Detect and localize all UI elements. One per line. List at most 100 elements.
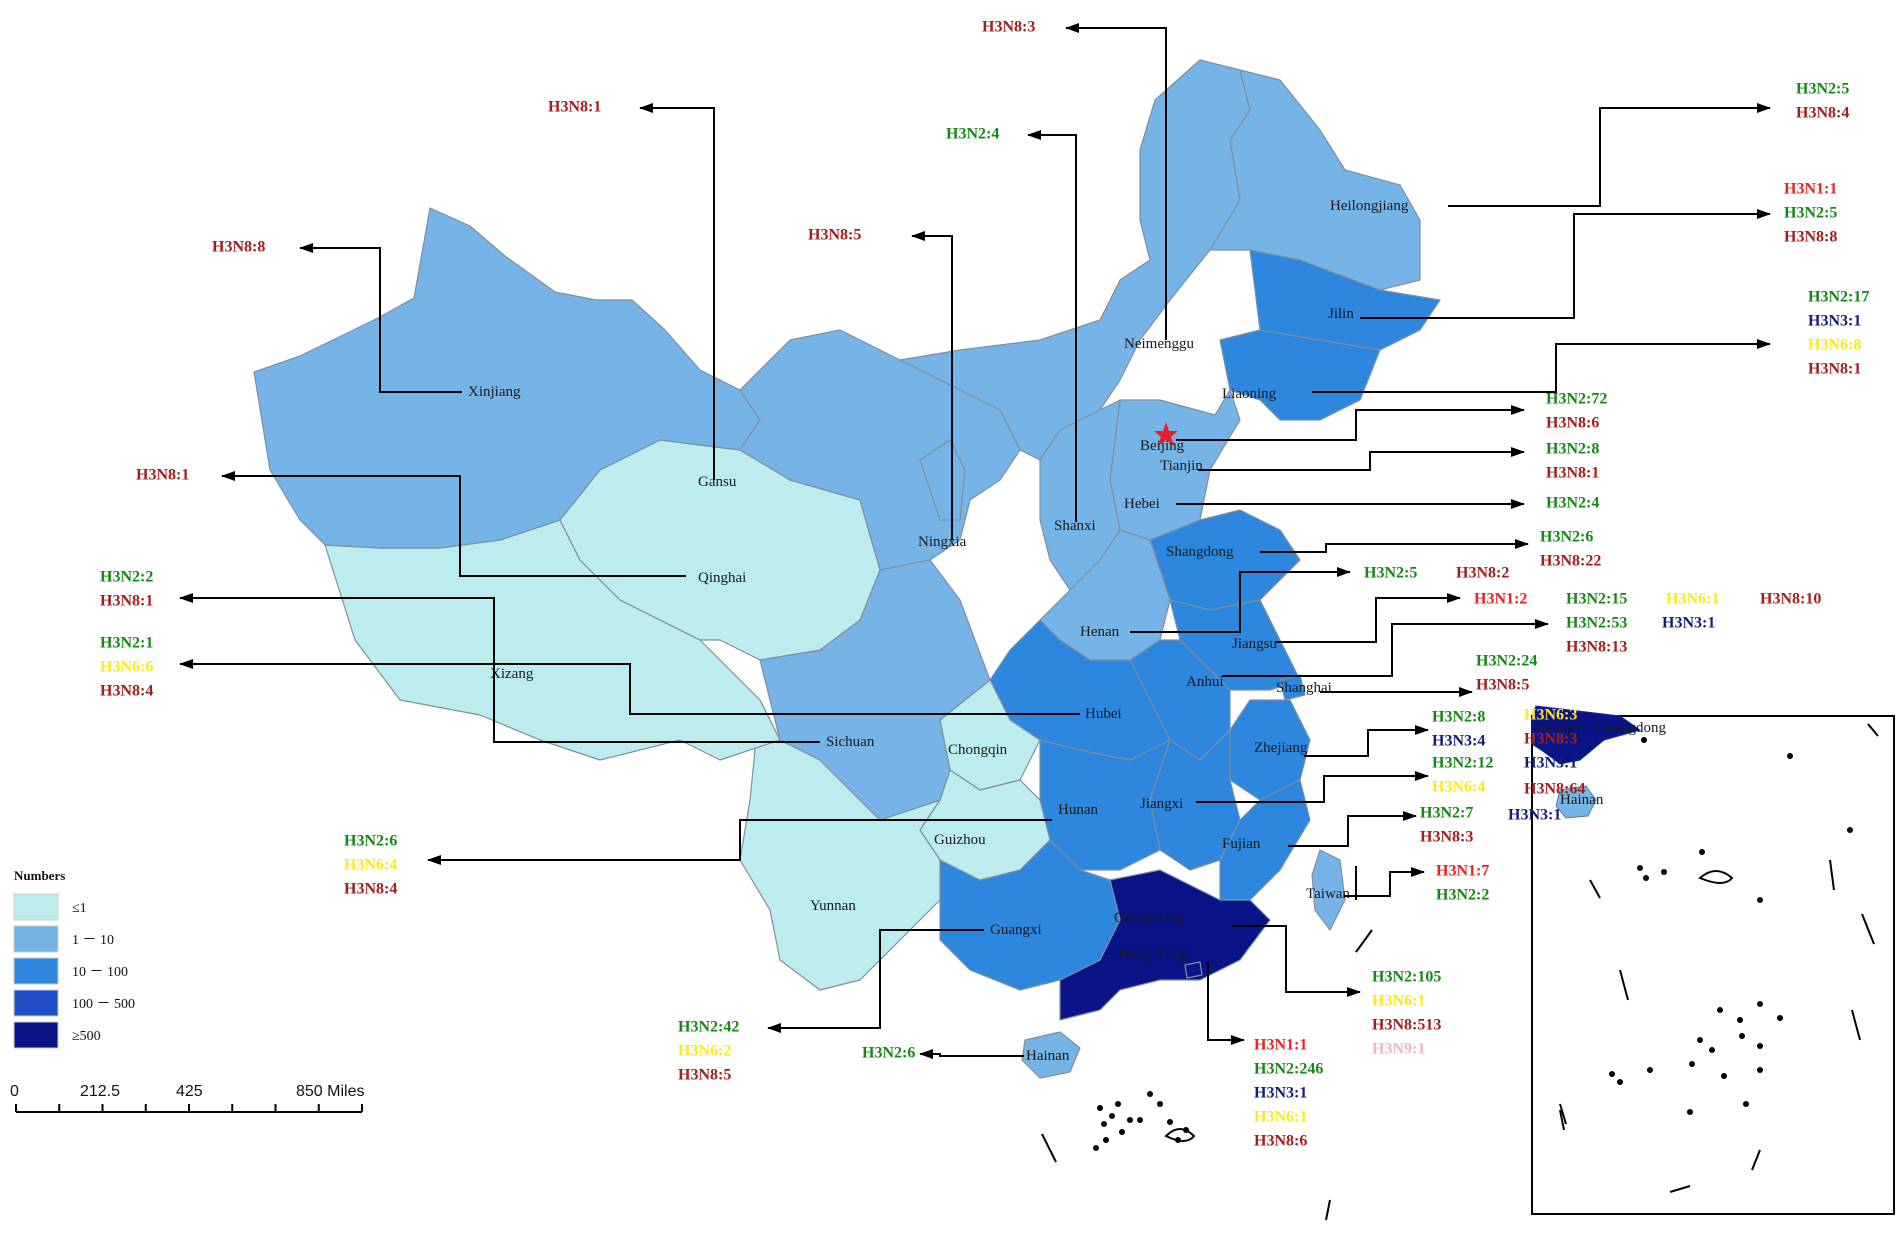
legend-label: ≥500	[72, 1029, 101, 1044]
subtype-label-zhejiang: H3N3:4	[1432, 733, 1485, 750]
scale-label: 212.5	[80, 1083, 120, 1100]
subtype-label-hong-kong: H3N2:246	[1254, 1061, 1323, 1078]
subtype-label-jiangxi: H3N6:4	[1432, 779, 1485, 796]
subtype-label-hong-kong: H3N8:6	[1254, 1133, 1307, 1150]
subtype-label-anhui: H3N2:53	[1566, 615, 1627, 632]
inset-island	[1609, 1071, 1615, 1077]
island-dot	[1119, 1129, 1125, 1135]
inset-dash	[1861, 913, 1875, 945]
leader-line-shanxi	[1027, 130, 1077, 522]
region-fujian	[1219, 779, 1311, 901]
legend-swatch	[13, 957, 59, 985]
inset-dash	[1867, 723, 1879, 737]
leader-line-neimenggu	[1065, 23, 1167, 340]
region-zhejiang	[1229, 699, 1311, 801]
region-taiwan	[1311, 849, 1346, 931]
inset-island	[1643, 875, 1649, 881]
subtype-label-hebei: H3N2:4	[1546, 495, 1599, 512]
subtype-label-sichuan: H3N2:2	[100, 569, 153, 586]
subtype-label-zhejiang: H3N2:8	[1432, 709, 1485, 726]
inset-island	[1697, 1037, 1703, 1043]
subtype-label-guangdong: H3N2:105	[1372, 969, 1441, 986]
island-dot	[1167, 1119, 1173, 1125]
province-label-xinjiang: Xinjiang	[468, 384, 521, 400]
subtype-label-anhui: H3N3:1	[1662, 615, 1715, 632]
subtype-label-shangdong: H3N2:6	[1540, 529, 1593, 546]
island-dot	[1109, 1113, 1115, 1119]
subtype-label-guangdong: H3N9:1	[1372, 1041, 1425, 1058]
leader-line-guangdong	[1232, 925, 1361, 997]
subtype-label-taiwan: H3N1:7	[1436, 863, 1489, 880]
scale-label: 850 Miles	[296, 1083, 364, 1100]
inset-island	[1757, 1043, 1763, 1049]
leader-line-beijing	[1176, 405, 1525, 441]
province-label-taiwan: Taiwan	[1306, 886, 1350, 902]
province-label-xizang: Xizang	[490, 666, 534, 682]
capital-star-icon	[1154, 422, 1178, 446]
leader-line-qinghai	[221, 471, 686, 577]
subtype-label-guangxi: H3N6:2	[678, 1043, 731, 1060]
island-dot	[1157, 1101, 1163, 1107]
inset-dash	[1851, 1009, 1861, 1041]
legend-swatch	[13, 925, 59, 953]
subtype-label-heilongjiang: H3N8:4	[1796, 105, 1849, 122]
subtype-label-tianjin: H3N2:8	[1546, 441, 1599, 458]
leader-line-jiangsu	[1276, 593, 1461, 643]
subtype-label-ningxia: H3N8:5	[808, 227, 861, 244]
inset-subtype-label: H3N8:64	[1524, 781, 1585, 798]
leader-line-gansu	[639, 103, 715, 480]
legend-swatch	[13, 989, 59, 1017]
island-dot	[1103, 1137, 1109, 1143]
subtype-label-jilin: H3N8:8	[1784, 229, 1837, 246]
leader-line-hubei	[179, 659, 1080, 715]
map-legend: Numbers ≤1 1 － 10 10 － 100 100 － 500 ≥500	[13, 868, 135, 1049]
island-dot	[1093, 1145, 1099, 1151]
inset-island	[1757, 1067, 1763, 1073]
leader-line-tianjin	[1198, 447, 1525, 471]
inset-guangdong	[1531, 705, 1642, 765]
province-label-hunan: Hunan	[1058, 802, 1098, 818]
province-label-zhejiang: Zhejiang	[1254, 740, 1308, 756]
subtype-label-hunan: H3N8:4	[344, 881, 397, 898]
inset-island	[1721, 1073, 1727, 1079]
inset-island	[1787, 753, 1793, 759]
legend-swatch	[13, 893, 59, 921]
leader-line-ningxia	[911, 231, 953, 540]
island-dash	[1355, 929, 1373, 953]
subtype-label-guangdong: H3N6:1	[1372, 993, 1425, 1010]
south-sea-inset: Guangxi Guangdong Hainan H3N6:3 H3N8:3 H3N3:1…	[1508, 705, 1895, 1215]
province-label-tianjin: Tianjin	[1160, 458, 1203, 474]
leader-line-jiangxi	[1196, 771, 1429, 803]
province-label-neimenggu: Neimenggu	[1124, 336, 1194, 352]
subtype-label-neimenggu: H3N8:3	[982, 19, 1035, 36]
leader-line-hong-kong	[1207, 962, 1245, 1045]
subtype-label-shanghai: H3N8:5	[1476, 677, 1529, 694]
inset-hainan	[1555, 785, 1597, 819]
inset-island	[1617, 1079, 1623, 1085]
leader-line-hainan	[919, 1049, 1024, 1059]
subtype-label-jilin: H3N1:1	[1784, 181, 1837, 198]
inset-island	[1689, 1061, 1695, 1067]
island-dash	[1041, 1133, 1057, 1163]
inset-dash	[1619, 969, 1629, 1001]
subtype-label-hong-kong: H3N1:1	[1254, 1037, 1307, 1054]
subtype-label-guangdong: H3N8:513	[1372, 1017, 1441, 1034]
province-label-shanxi: Shanxi	[1054, 518, 1096, 534]
province-label-yunnan: Yunnan	[810, 898, 856, 914]
subtype-label-xinjiang: H3N8:8	[212, 239, 265, 256]
scale-label: 0	[10, 1083, 19, 1100]
region-liaoning	[1219, 329, 1381, 421]
subtype-label-tianjin: H3N8:1	[1546, 465, 1599, 482]
subtype-label-heilongjiang: H3N2:5	[1796, 81, 1849, 98]
legend-swatch	[13, 1021, 59, 1049]
subtype-label-liaoning: H3N2:17	[1808, 289, 1869, 306]
inset-subtype-label: H3N3:1	[1508, 807, 1561, 824]
province-label-jilin: Jilin	[1328, 306, 1354, 322]
leader-line-fujian	[1288, 811, 1417, 847]
province-label-guangxi: Guangxi	[990, 922, 1042, 938]
province-label-shanghai: Shanghai	[1276, 680, 1332, 696]
inset-island	[1777, 1015, 1783, 1021]
province-label-hubei: Hubei	[1085, 706, 1122, 722]
leader-line-jilin	[1360, 209, 1771, 319]
subtype-label-hong-kong: H3N6:1	[1254, 1109, 1307, 1126]
